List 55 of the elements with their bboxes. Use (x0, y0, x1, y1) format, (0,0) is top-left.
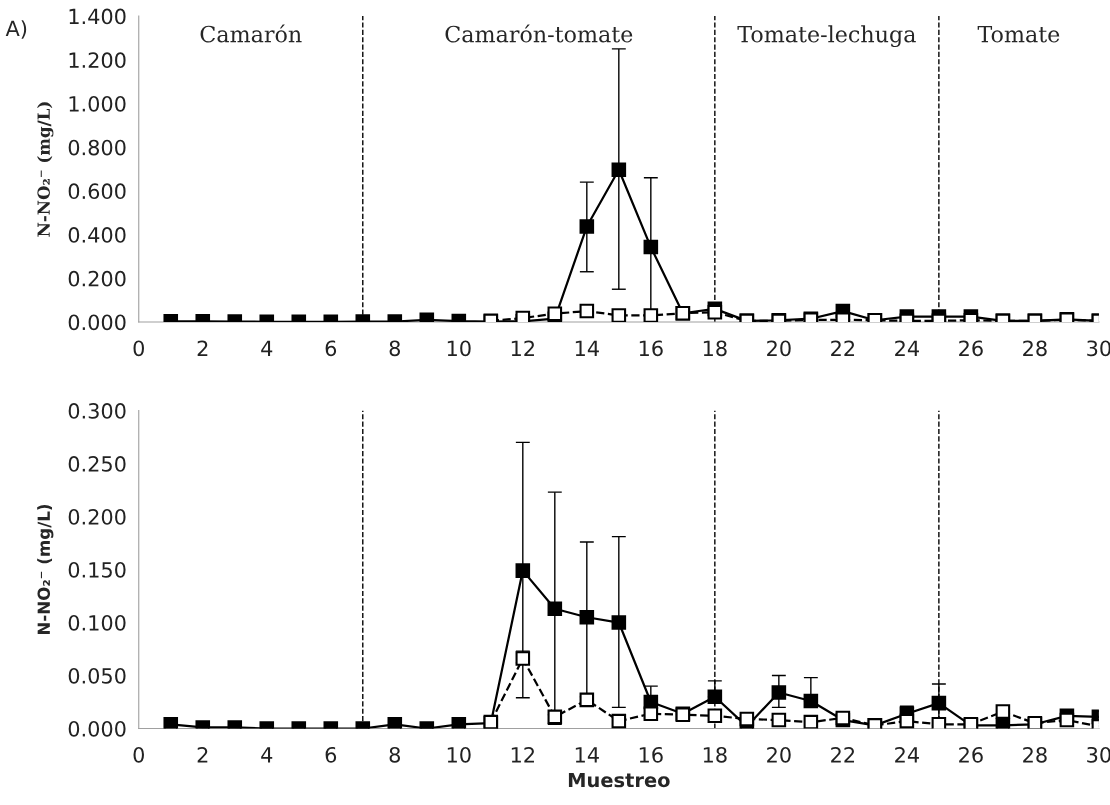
x-tick-label: 30 (1087, 746, 1110, 763)
x-tick-label: 6 (325, 746, 337, 763)
y-tick-label: 0.000 (68, 314, 126, 331)
x-tick-label: 20 (767, 746, 791, 763)
y-tick-label: 1.400 (69, 8, 126, 25)
annotation: Tomate (977, 25, 1060, 43)
x-tick-label: 12 (511, 746, 534, 763)
x-tick-label: 26 (959, 340, 983, 357)
annotation: Camarón (200, 24, 302, 43)
x-tick-label: 12 (511, 340, 534, 356)
x-tick-label: 22 (831, 340, 855, 356)
x-tick-label: 28 (1023, 746, 1047, 763)
x-tick-label: 16 (639, 340, 663, 357)
y-tick-label: 0.600 (68, 183, 126, 200)
x-tick-label: 0 (133, 746, 144, 763)
y-axis-title: N-NO₂⁻ (mg/L) (37, 504, 54, 635)
x-tick-label: 2 (197, 340, 208, 356)
annotation: Camarón-tomate (445, 24, 633, 43)
x-tick-label: 28 (1023, 340, 1047, 357)
y-tick-label: 0.150 (68, 561, 126, 578)
y-tick-label: 0.300 (68, 403, 126, 419)
y-tick-label: 1.200 (69, 52, 126, 69)
y-tick-label: 0.100 (68, 614, 126, 631)
annotation: Tomate-lechuga (737, 25, 916, 48)
y-tick-label: 0.250 (68, 456, 126, 472)
x-tick-label: 0 (133, 340, 144, 357)
y-tick-label: 0.000 (68, 720, 126, 737)
x-tick-label: 30 (1087, 340, 1110, 357)
x-tick-label: 10 (447, 746, 471, 763)
y-tick-label: 0.800 (68, 139, 126, 156)
x-tick-label: 4 (261, 340, 273, 356)
x-tick-label: 2 (197, 746, 208, 763)
x-tick-label: 4 (261, 747, 273, 763)
y-tick-label: 1.000 (69, 95, 126, 112)
x-tick-label: 6 (325, 340, 337, 357)
x-tick-label: 22 (831, 746, 855, 763)
x-tick-label: 8 (389, 746, 400, 763)
x-tick-label: 14 (575, 747, 599, 763)
y-axis-title: N-NO₂⁻ (mg/L) (37, 102, 54, 237)
x-tick-label: 26 (959, 746, 983, 763)
x-tick-label: 8 (389, 340, 400, 357)
x-tick-label: 10 (447, 340, 471, 357)
y-tick-label: 0.050 (68, 667, 126, 684)
x-axis-title: Muestreo (568, 772, 670, 788)
x-tick-label: 24 (895, 340, 919, 356)
x-tick-label: 18 (703, 340, 727, 357)
x-tick-label: 20 (767, 340, 791, 357)
x-tick-label: 24 (895, 746, 919, 763)
x-tick-label: 16 (639, 746, 663, 763)
text: A) (5, 20, 27, 39)
y-tick-label: 0.200 (68, 508, 126, 525)
x-tick-label: 18 (703, 746, 727, 763)
y-tick-label: 0.400 (68, 227, 126, 243)
y-tick-label: 0.200 (68, 270, 126, 287)
x-tick-label: 14 (575, 340, 599, 356)
